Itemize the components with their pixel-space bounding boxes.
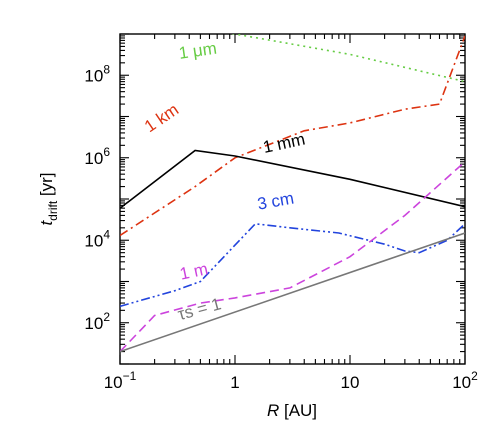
- series-labels: 1 μm 1 km 1 mm 3 cm 1 m τs = 1: [141, 39, 307, 324]
- x-tick-label: 10−1: [104, 369, 137, 392]
- series-label-3-cm: 3 cm: [256, 189, 296, 214]
- series-line-1-m: [230, 34, 465, 83]
- series-line-1-mm: [120, 149, 465, 209]
- series-line-s-1: [120, 232, 465, 353]
- tick-labels: 10−1 1 10 102 102 104 106 108: [84, 62, 478, 392]
- axis-ticks: [119, 33, 466, 365]
- series-label-1-m: 1 m: [178, 259, 210, 283]
- y-tick-label: 106: [84, 145, 110, 168]
- y-tick-label: 104: [84, 227, 110, 250]
- x-tick-label: 10: [341, 373, 360, 392]
- series-label-1-km: 1 km: [141, 100, 182, 136]
- x-axis-label: R [AU]: [267, 401, 317, 420]
- series-line-1-km: [120, 35, 465, 237]
- series-label-1-m: 1 μm: [178, 39, 218, 63]
- series-label-1-mm: 1 mm: [261, 130, 307, 157]
- x-tick-label: 1: [230, 373, 239, 392]
- x-tick-label: 102: [452, 369, 478, 392]
- series-label-s-1: τs = 1: [176, 294, 223, 324]
- series-line-1-m: [120, 161, 465, 353]
- y-axis-label: tdrift [yr]: [37, 172, 60, 225]
- y-tick-label: 102: [84, 310, 110, 333]
- y-tick-label: 108: [84, 62, 110, 85]
- series-layer: [120, 34, 465, 353]
- series-line-3-cm: [120, 222, 465, 308]
